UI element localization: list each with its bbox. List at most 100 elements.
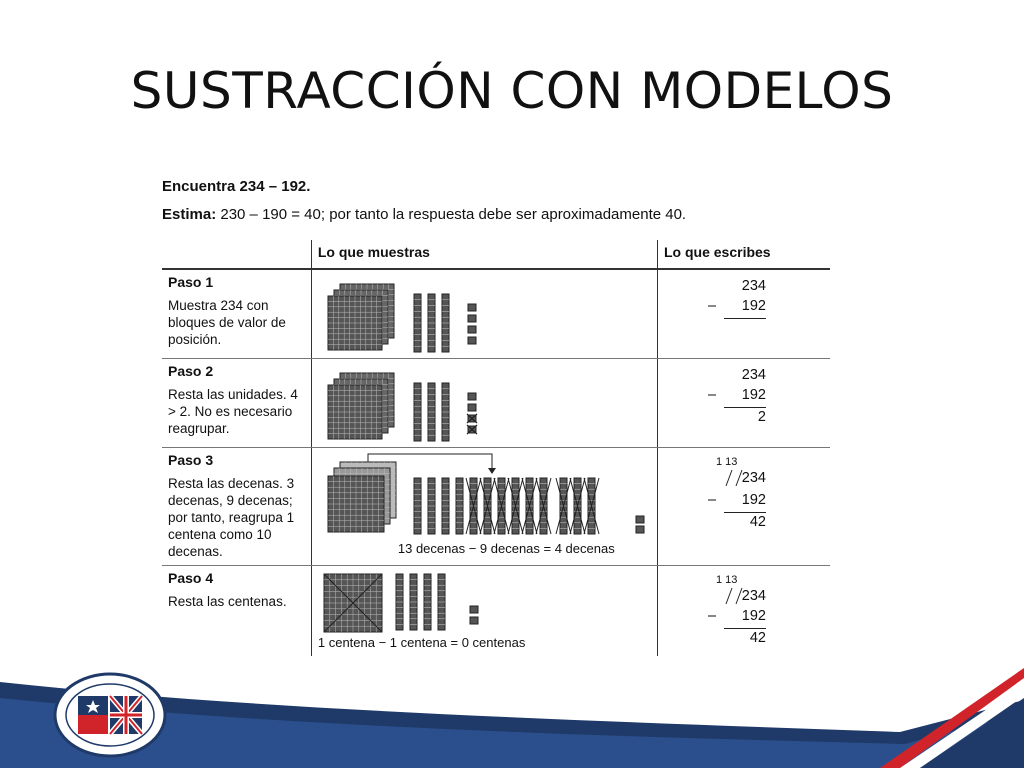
minuend: 234 <box>741 588 766 604</box>
difference: 42 <box>749 514 766 530</box>
block-model <box>310 358 658 448</box>
place-value-blocks <box>327 283 477 353</box>
sum-rule <box>723 407 766 408</box>
difference: 42 <box>749 630 766 646</box>
unit-cube <box>467 403 477 412</box>
sum-rule <box>723 318 766 319</box>
ten-rod <box>555 477 572 535</box>
ten-rod <box>427 477 436 535</box>
worksheet: Encuentra 234 – 192. Estima: 230 – 190 =… <box>160 176 840 656</box>
place-value-blocks <box>327 372 478 442</box>
estimate-line: Estima: 230 – 190 = 40; por tanto la res… <box>162 206 686 223</box>
step-description: Resta las unidades. 4 > 2. No es necesar… <box>168 387 298 436</box>
header-shows: Lo que muestras <box>310 240 658 270</box>
written-work: 1 13 234 – 192 42 <box>657 566 830 657</box>
footer-decoration <box>0 668 1024 768</box>
table-row: Paso 4 Resta las centenas. 1 centena − 1… <box>162 565 830 657</box>
borrow-marks: 1 13 <box>715 456 738 468</box>
step-equation: 1 centena − 1 centena = 0 centenas <box>317 635 526 650</box>
unit-cube <box>467 325 477 334</box>
ten-rod <box>521 477 538 535</box>
regroup-blocks <box>327 453 645 535</box>
step-equation: 13 decenas − 9 decenas = 4 decenas <box>397 541 615 556</box>
step-text: Paso 4 Resta las centenas. <box>162 566 311 657</box>
hundred-flat <box>327 295 383 351</box>
unit-cube <box>635 515 645 524</box>
ten-rod <box>395 573 404 631</box>
borrow-marks: 1 13 <box>715 574 738 586</box>
hundred-flat <box>327 475 385 533</box>
step-description: Muestra 234 con bloques de valor de posi… <box>168 298 286 347</box>
minuend: 234 <box>741 278 766 294</box>
header-writes: Lo que escribes <box>657 240 830 270</box>
sum-rule <box>723 512 766 513</box>
school-crest-icon <box>53 672 167 758</box>
written-work: 234 – 192 <box>657 269 830 359</box>
subtrahend: 192 <box>741 387 766 403</box>
step-text: Paso 3 Resta las decenas. 3 decenas, 9 d… <box>162 447 312 566</box>
subtrahend: 192 <box>741 492 766 508</box>
block-model: 13 decenas − 9 decenas = 4 decenas <box>310 447 658 566</box>
table-header: Lo que muestras Lo que escribes <box>162 240 830 270</box>
unit-cube <box>635 525 645 534</box>
ten-rod <box>423 573 432 631</box>
unit-cube <box>467 303 477 312</box>
minus-sign: – <box>707 387 717 403</box>
table-row: Paso 3 Resta las decenas. 3 decenas, 9 d… <box>162 447 830 566</box>
written-work: 234 – 192 2 <box>657 358 830 448</box>
ten-rod <box>413 293 422 353</box>
step-description: Resta las centenas. <box>168 594 287 609</box>
final-blocks <box>323 573 479 633</box>
block-model <box>310 269 658 359</box>
ten-rod <box>427 382 436 442</box>
subtrahend: 192 <box>741 298 766 314</box>
unit-cube <box>469 616 479 625</box>
minus-sign: – <box>707 298 717 314</box>
written-work: 1 13 234 – 192 42 <box>657 447 830 566</box>
ten-rod <box>583 477 600 535</box>
ten-rod <box>427 293 436 353</box>
unit-cube <box>467 336 477 345</box>
unit-cube <box>469 605 479 614</box>
ten-rod <box>569 477 586 535</box>
ten-rod <box>441 293 450 353</box>
block-model: 1 centena − 1 centena = 0 centenas <box>310 565 658 656</box>
steps-table: Lo que muestras Lo que escribes Paso 1 M… <box>162 240 830 656</box>
step-label: Paso 2 <box>168 363 214 379</box>
minus-sign: – <box>707 492 717 508</box>
ten-rod <box>455 477 464 535</box>
ten-rod <box>493 477 510 535</box>
unit-cube <box>466 424 478 435</box>
difference: 2 <box>757 409 766 425</box>
minus-sign: – <box>707 608 717 624</box>
ten-rod <box>465 477 482 535</box>
ten-rod <box>413 477 422 535</box>
estimate-text: 230 – 190 = 40; por tanto la respuesta d… <box>220 206 687 223</box>
ten-rod <box>409 573 418 631</box>
ten-rod <box>479 477 496 535</box>
minuend: 234 <box>741 367 766 383</box>
hundred-flat <box>327 384 383 440</box>
ten-rod <box>507 477 524 535</box>
ten-rod <box>535 477 552 535</box>
ten-rod <box>441 477 450 535</box>
step-text: Paso 2 Resta las unidades. 4 > 2. No es … <box>162 358 312 448</box>
table-row: Paso 2 Resta las unidades. 4 > 2. No es … <box>162 358 830 448</box>
find-prompt: Encuentra 234 – 192. <box>162 178 310 195</box>
find-label: Encuentra 234 – 192. <box>162 178 311 195</box>
step-description: Resta las decenas. 3 decenas, 9 decenas;… <box>168 476 295 559</box>
step-label: Paso 3 <box>168 452 214 468</box>
subtrahend: 192 <box>741 608 766 624</box>
unit-cube <box>467 392 477 401</box>
table-row: Paso 1 Muestra 234 con bloques de valor … <box>162 269 830 359</box>
ten-rod <box>437 573 446 631</box>
sum-rule <box>723 628 766 629</box>
unit-cube <box>467 314 477 323</box>
ten-rod <box>441 382 450 442</box>
step-label: Paso 1 <box>168 274 214 290</box>
minuend: 234 <box>741 470 766 486</box>
header-empty <box>162 240 312 270</box>
strike-marks <box>725 587 743 605</box>
ten-rod <box>413 382 422 442</box>
strike-marks <box>725 469 743 487</box>
